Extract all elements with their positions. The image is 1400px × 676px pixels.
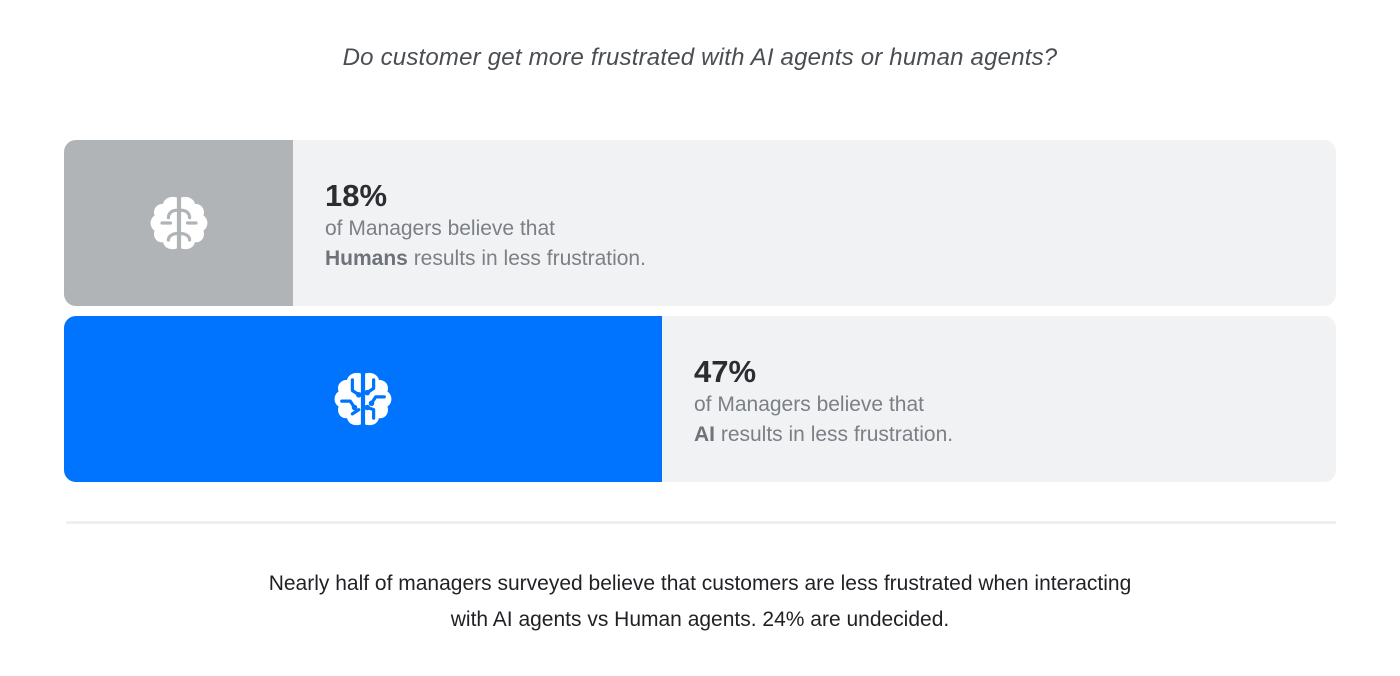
category-label-ai: AI [694,423,715,446]
label-line2-humans: Humans results in less frustration. [325,244,646,274]
bar-ai [64,316,662,482]
chart-question: Do customer get more frustrated with AI … [342,44,1058,71]
value-label-ai: 47% [694,354,757,389]
footnote-line1: Nearly half of managers surveyed believe… [268,572,1132,595]
bar-row-humans: 18% of Managers believe that Humans resu… [64,140,1336,306]
category-label-humans: Humans [325,247,408,270]
label-line2-ai: AI results in less frustration. [694,420,953,450]
label-line2-rest-ai: results in less frustration. [715,423,954,446]
footnote-line2: with AI agents vs Human agents. 24% are … [450,608,950,631]
bar-label-ai: 47% of Managers believe that AI results … [694,354,953,450]
bar-row-ai: 47% of Managers believe that AI results … [64,316,1336,482]
value-label-humans: 18% [325,178,388,213]
label-line1-ai: of Managers believe that [694,393,924,416]
label-line1-humans: of Managers believe that [325,217,555,240]
label-line2-rest-humans: results in less frustration. [407,247,646,270]
chart-footnote: Nearly half of managers surveyed believe… [200,566,1200,638]
ai-brain-circuit-icon [334,372,392,426]
divider [66,521,1336,524]
bar-label-humans: 18% of Managers believe that Humans resu… [325,178,646,274]
bar-humans [64,140,293,306]
bar-chart: 18% of Managers believe that Humans resu… [64,140,1336,492]
brain-icon [150,196,207,250]
